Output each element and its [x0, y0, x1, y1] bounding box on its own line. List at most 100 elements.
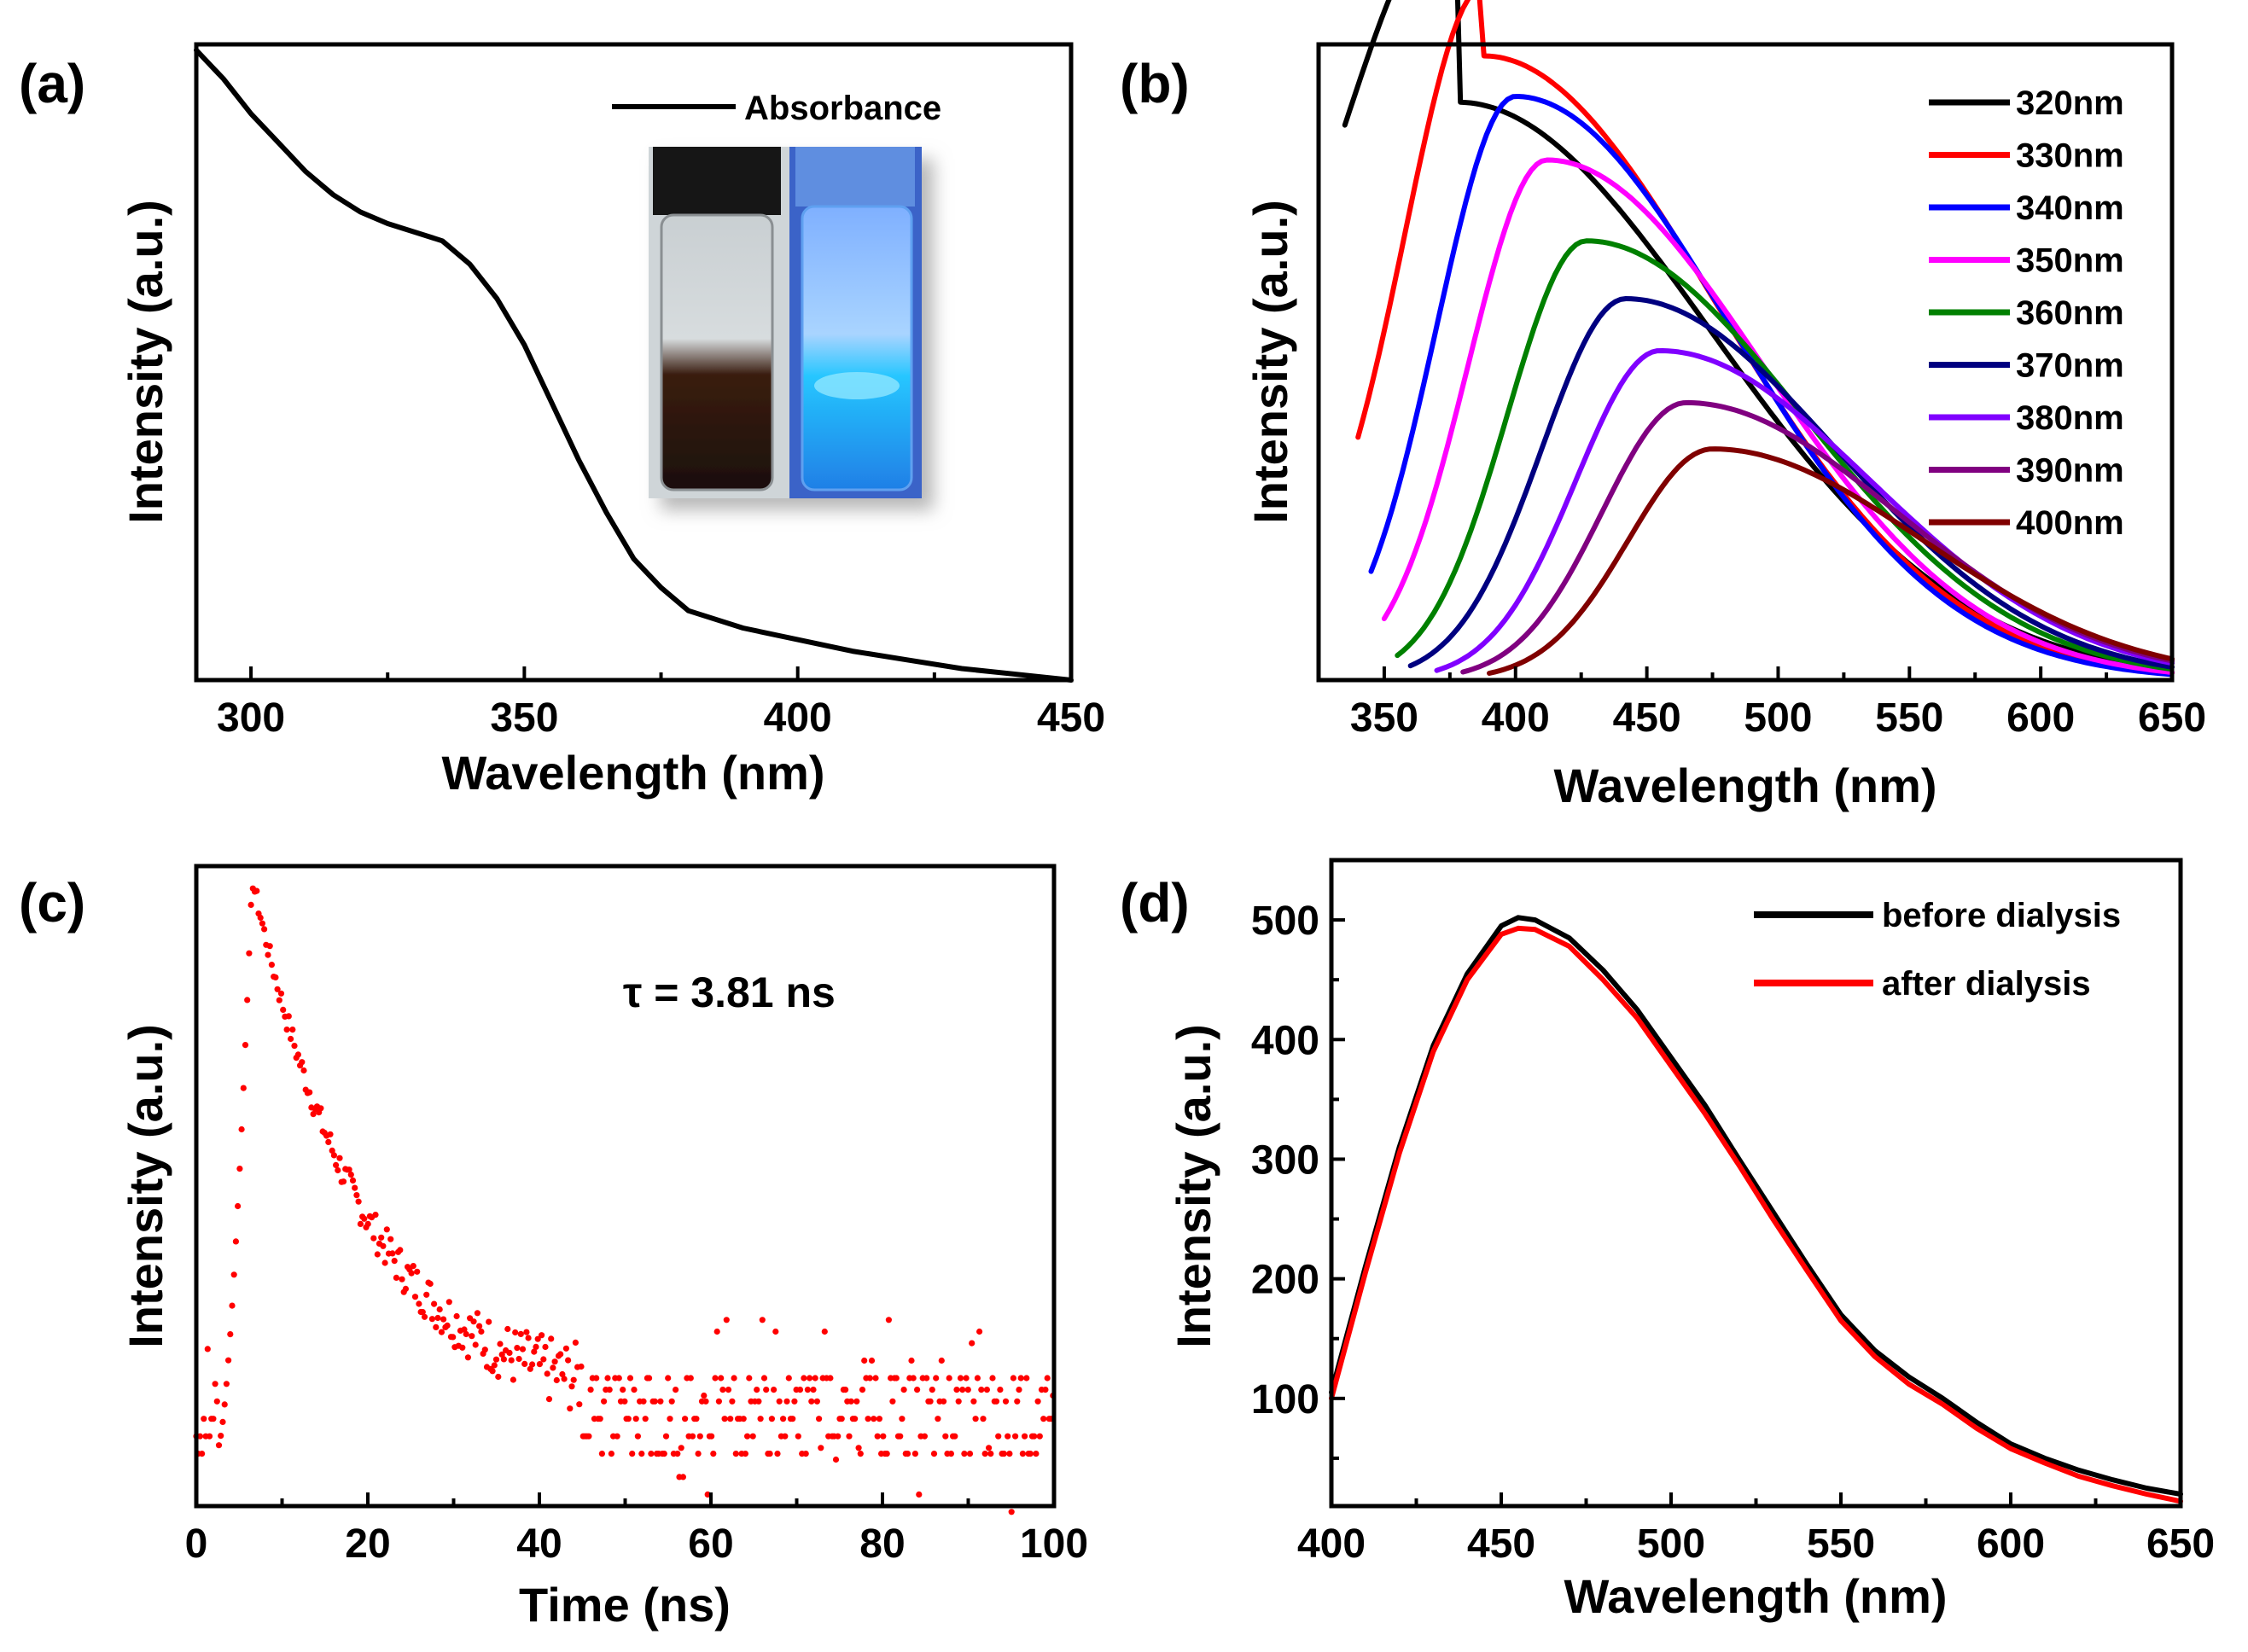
- decay-point: [804, 1387, 812, 1393]
- decay-point: [551, 1358, 558, 1365]
- decay-point: [955, 1398, 962, 1405]
- decay-point: [500, 1356, 508, 1363]
- decay-point: [461, 1326, 468, 1333]
- decay-point: [606, 1387, 613, 1393]
- decay-point: [827, 1375, 834, 1382]
- decay-point: [464, 1354, 472, 1361]
- decay-point: [242, 1042, 249, 1049]
- legend-label-380nm: 380nm: [2016, 399, 2124, 437]
- decay-point: [608, 1451, 615, 1457]
- decay-point: [667, 1416, 673, 1422]
- decay-point: [1042, 1387, 1049, 1393]
- decay-point: [380, 1242, 387, 1249]
- decay-point: [771, 1387, 777, 1393]
- decay-point: [544, 1370, 550, 1377]
- panel-a-x-tick-label: 450: [1037, 695, 1105, 741]
- decay-point: [534, 1335, 541, 1342]
- decay-point: [760, 1375, 768, 1382]
- decay-point: [1016, 1387, 1022, 1393]
- panel-d: (d) 400 450 500 550 600 650 100 200 300 400 500 W…: [1120, 858, 2215, 1623]
- decay-point: [236, 1166, 243, 1172]
- decay-point: [232, 1238, 239, 1245]
- decay-point: [712, 1375, 719, 1382]
- decay-point: [993, 1398, 1000, 1405]
- decay-point: [440, 1316, 447, 1323]
- decay-point: [857, 1451, 864, 1457]
- lifetime-annotation: τ = 3.81 ns: [623, 969, 836, 1016]
- decay-point: [235, 1202, 242, 1210]
- legend-label-350nm: 350nm: [2016, 242, 2124, 280]
- panel-b-x-tick-label: 400: [1482, 695, 1550, 741]
- decay-point: [1023, 1375, 1030, 1382]
- decay-point: [325, 1138, 332, 1145]
- decay-point: [883, 1451, 890, 1457]
- decay-point: [910, 1375, 917, 1382]
- decay-point: [438, 1329, 446, 1335]
- panel-c-x-label: Time (ns): [519, 1578, 731, 1632]
- decay-point: [768, 1416, 776, 1422]
- decay-point: [459, 1344, 466, 1351]
- decay-point: [540, 1356, 547, 1363]
- decay-point: [957, 1375, 964, 1382]
- decay-point: [953, 1387, 960, 1393]
- decay-point: [876, 1416, 882, 1422]
- decay-point: [970, 1398, 977, 1405]
- decay-point: [587, 1387, 594, 1393]
- decay-point: [969, 1340, 975, 1347]
- decay-point: [393, 1274, 399, 1281]
- decay-point: [929, 1387, 935, 1393]
- decay-point: [265, 951, 271, 958]
- decay-point: [427, 1280, 434, 1288]
- panel-c-x-tick-label: 40: [516, 1521, 562, 1567]
- decay-point: [710, 1451, 717, 1457]
- decay-point: [964, 1387, 971, 1393]
- decay-point: [333, 1161, 340, 1168]
- panel-d-x-tick-label: 550: [1807, 1521, 1875, 1567]
- decay-point: [383, 1226, 390, 1233]
- decay-point: [204, 1346, 211, 1352]
- decay-point: [997, 1387, 1004, 1393]
- legend-label-320nm: 320nm: [2016, 84, 2124, 122]
- decay-point: [230, 1271, 237, 1278]
- decay-point: [570, 1376, 577, 1383]
- decay-point: [357, 1220, 364, 1227]
- panel-d-y-tick-label: 400: [1251, 1018, 1319, 1063]
- decay-point: [421, 1313, 428, 1320]
- panel-d-y-tick-label: 500: [1251, 899, 1319, 944]
- decay-point: [640, 1398, 647, 1405]
- panel-b-x-tick-label: 450: [1613, 695, 1681, 741]
- panel-b-x-tick-label: 650: [2138, 695, 2206, 741]
- panel-c-x-axis: 0 20 40 60 80 100: [185, 1492, 1088, 1567]
- decay-point: [807, 1375, 813, 1382]
- decay-point: [310, 1111, 317, 1118]
- decay-point: [796, 1387, 804, 1393]
- decay-point: [795, 1433, 801, 1440]
- decay-point: [196, 1433, 203, 1440]
- panel-d-x-tick-label: 450: [1467, 1521, 1535, 1567]
- decay-point: [402, 1285, 409, 1292]
- decay-point: [381, 1259, 388, 1266]
- panel-c-x-tick-label: 100: [1020, 1521, 1088, 1567]
- decay-point: [927, 1398, 934, 1405]
- decay-point: [1008, 1509, 1015, 1515]
- decay-point: [408, 1270, 415, 1277]
- decay-point: [1031, 1433, 1038, 1440]
- decay-point: [780, 1416, 787, 1422]
- panel-d-plot: [1329, 915, 2183, 1504]
- decay-point: [838, 1416, 845, 1422]
- decay-point: [433, 1323, 440, 1330]
- decay-point: [370, 1235, 377, 1242]
- decay-point: [423, 1291, 430, 1298]
- decay-point: [665, 1375, 672, 1382]
- panel-a-label: (a): [19, 53, 85, 114]
- decay-point: [638, 1451, 645, 1457]
- decay-point: [904, 1451, 911, 1457]
- decay-point: [221, 1401, 228, 1408]
- decay-point: [921, 1433, 928, 1440]
- panel-c-x-tick-label: 0: [185, 1521, 208, 1567]
- decay-point: [802, 1451, 809, 1457]
- decay-point: [732, 1451, 739, 1457]
- decay-point: [529, 1361, 536, 1368]
- decay-point: [355, 1198, 362, 1205]
